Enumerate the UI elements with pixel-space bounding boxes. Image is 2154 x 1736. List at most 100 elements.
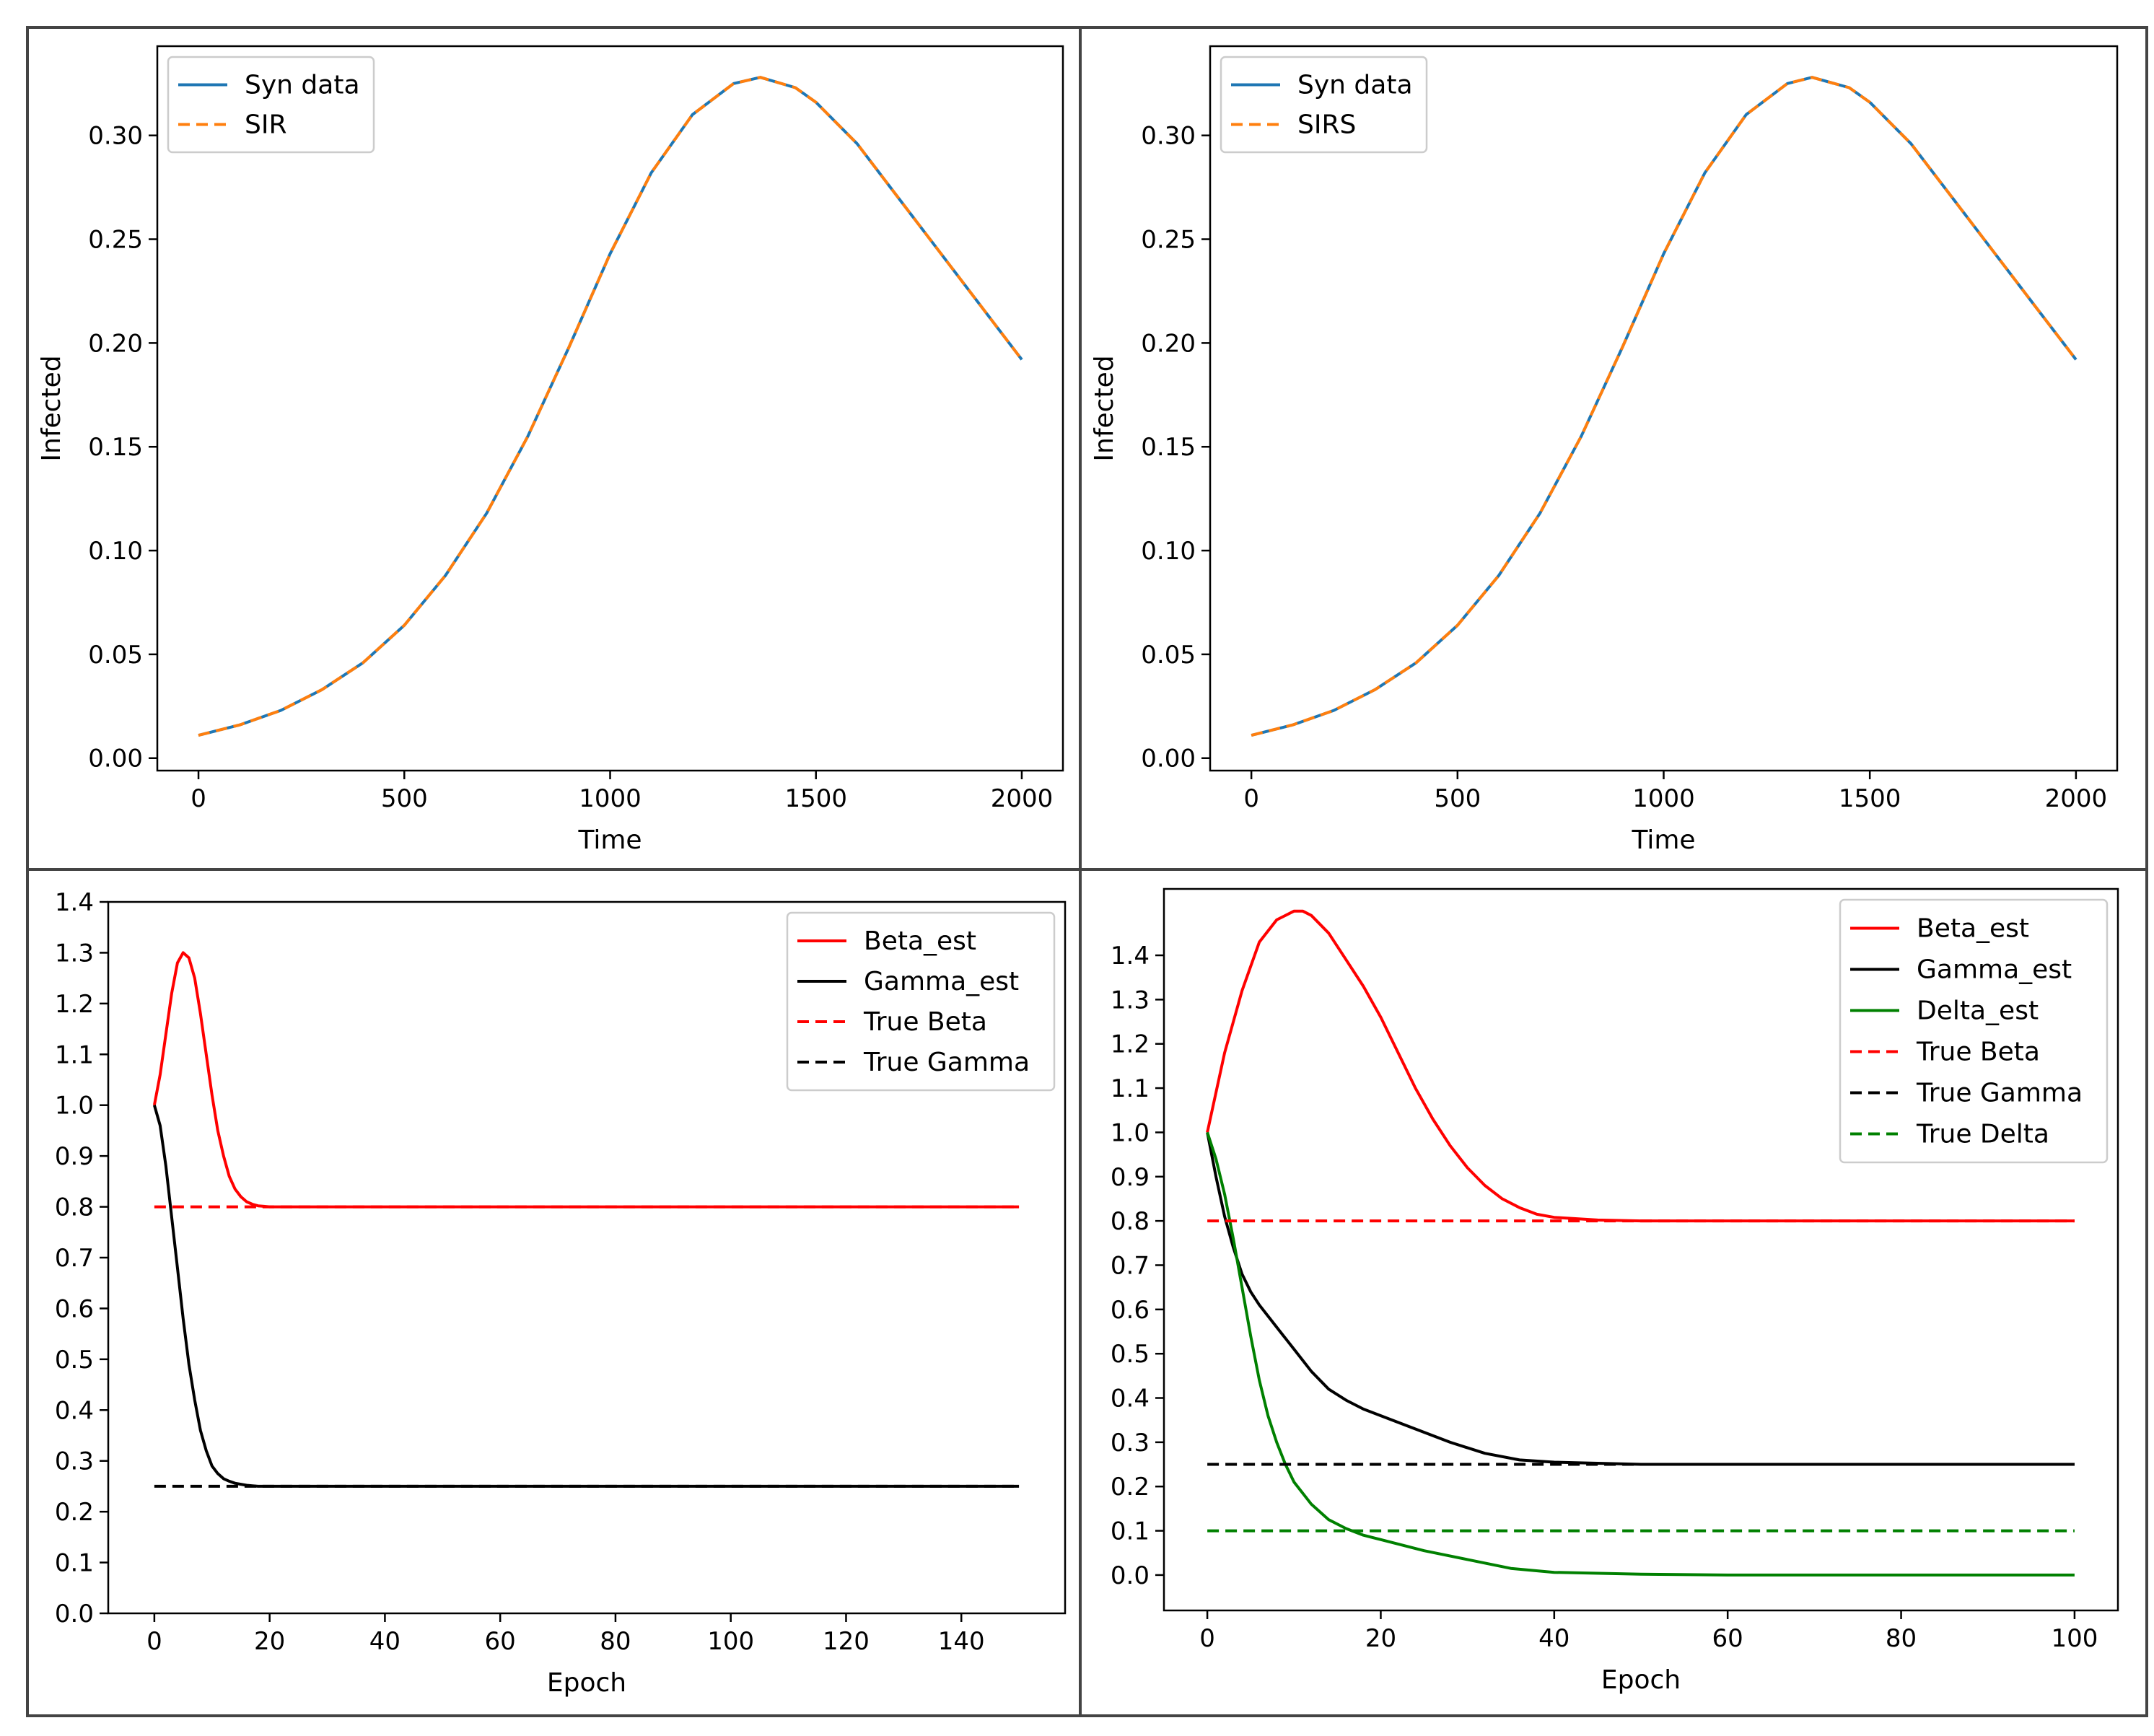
x-tick-label: 0 (146, 1627, 162, 1656)
y-tick-label: 1.0 (55, 1092, 94, 1121)
y-tick-label: 0.10 (1141, 537, 1196, 566)
y-tick-label: 0.7 (55, 1244, 94, 1273)
y-tick-label: 1.3 (55, 939, 94, 968)
series-group (1206, 909, 2075, 1577)
y-tick-label: 0.25 (88, 226, 143, 255)
legend-box (786, 911, 1056, 1092)
legend: Syn data SIRS (1220, 56, 1428, 154)
series-group (152, 951, 1020, 1488)
x-tick-label: 100 (707, 1627, 754, 1656)
y-axis-label: Infected (37, 355, 66, 461)
chart-3: 0 20 40 60 80 100 120 140 0.0 0.1 0.2 0.3 0.4 0.5 0.6 0… (55, 888, 1067, 1698)
legend-label: Beta_est (864, 926, 976, 956)
y-tick-label: 0.3 (1111, 1429, 1150, 1457)
series-line-sir (198, 76, 1023, 737)
x-tick-label: 40 (369, 1627, 400, 1656)
legend-label: Syn data (245, 71, 360, 100)
x-tick-label: 60 (1712, 1624, 1743, 1653)
y-tick-label: 0.9 (1111, 1163, 1150, 1192)
legend-label: Delta_est (1917, 996, 2039, 1026)
y-tick-label: 0.30 (88, 122, 143, 151)
legend: Syn data SIR (167, 56, 375, 154)
x-tick-label: 2000 (991, 784, 1054, 813)
y-tick-label: 0.15 (88, 433, 143, 462)
legend-box (1220, 56, 1428, 154)
series-line-gamma-est (152, 1105, 1020, 1488)
y-tick-label: 0.8 (1111, 1207, 1150, 1236)
x-tick-label: 2000 (2045, 784, 2108, 813)
legend: Beta_est Gamma_est True Beta True Gamma (786, 911, 1056, 1092)
x-tick-label: 140 (938, 1627, 985, 1656)
chart-4: 0 20 40 60 80 100 0.0 0.1 0.2 0.3 0.4 0.5 0.6 0.7 0.8 0… (1111, 887, 2119, 1695)
y-tick-label: 0.20 (1141, 329, 1196, 358)
legend-label: True Beta (1916, 1038, 2040, 1067)
y-tick-label: 0.6 (55, 1294, 94, 1323)
y-tick-label: 1.0 (1111, 1118, 1150, 1147)
series-line-delta-est (1206, 1131, 2075, 1577)
x-tick-label: 1500 (784, 784, 847, 813)
y-tick-label: 1.1 (1111, 1074, 1150, 1103)
y-tick-label: 1.2 (55, 990, 94, 1019)
legend-label: True Gamma (863, 1048, 1030, 1077)
x-axis-label: Time (1631, 825, 1695, 855)
x-tick-label: 1000 (1632, 784, 1695, 813)
y-tick-label: 0.1 (1111, 1517, 1150, 1546)
x-tick-label: 0 (191, 784, 206, 813)
x-tick-label: 20 (1365, 1624, 1396, 1653)
legend-label: SIRS (1297, 110, 1356, 140)
series-line-syn-data (198, 76, 1023, 737)
y-tick-label: 0.4 (1111, 1385, 1150, 1413)
legend: Beta_est Gamma_est Delta_est True Beta True … (1839, 898, 2109, 1164)
legend-label: True Gamma (1916, 1079, 2083, 1108)
series-line-gamma-est (1206, 1132, 2075, 1466)
y-tick-label: 0.05 (88, 641, 143, 670)
y-tick-label: 0.9 (55, 1142, 94, 1171)
legend-box (1839, 898, 2109, 1164)
y-tick-label: 0.00 (88, 745, 143, 773)
x-axis-label: Time (577, 825, 642, 855)
x-tick-label: 500 (1434, 784, 1481, 813)
y-tick-label: 0.6 (1111, 1296, 1150, 1325)
plot-frame (1163, 887, 2119, 1612)
legend-label: Gamma_est (1917, 955, 2072, 985)
x-tick-label: 20 (254, 1627, 285, 1656)
y-tick-label: 0.4 (55, 1396, 94, 1425)
legend-label: True Beta (863, 1007, 987, 1037)
y-tick-label: 0.1 (55, 1549, 94, 1578)
legend-label: SIR (245, 110, 286, 140)
y-tick-label: 1.4 (55, 888, 94, 917)
y-tick-label: 0.20 (88, 329, 143, 358)
y-tick-label: 0.25 (1141, 226, 1196, 255)
x-tick-label: 1000 (579, 784, 642, 813)
y-tick-label: 0.15 (1141, 433, 1196, 462)
legend-label: True Delta (1916, 1120, 2049, 1149)
plot-frame (1209, 45, 2119, 772)
legend-label: Gamma_est (864, 967, 1019, 996)
series-line-syn-data (1251, 76, 2078, 737)
legend-label: Syn data (1297, 71, 1413, 100)
y-tick-label: 0.0 (1111, 1561, 1150, 1590)
y-tick-label: 0.5 (55, 1346, 94, 1375)
y-tick-label: 1.1 (55, 1040, 94, 1069)
series-line-sirs (1251, 76, 2078, 737)
y-tick-label: 1.3 (1111, 986, 1150, 1014)
x-axis-label: Epoch (1601, 1665, 1681, 1695)
y-tick-label: 0.2 (1111, 1473, 1150, 1502)
chart-1: 0 500 1000 1500 2000 0.00 0.05 0.10 0.15 0.20 0.25… (37, 45, 1064, 855)
x-tick-label: 60 (485, 1627, 516, 1656)
x-tick-label: 0 (1243, 784, 1259, 813)
y-tick-label: 0.5 (1111, 1340, 1150, 1369)
y-tick-label: 1.4 (1111, 942, 1150, 970)
x-axis-label: Epoch (547, 1668, 626, 1698)
x-tick-label: 100 (2051, 1624, 2098, 1653)
plot-frame (156, 45, 1064, 772)
y-axis-label: Infected (1090, 355, 1119, 461)
y-tick-label: 0.30 (1141, 122, 1196, 151)
chart-2: 0 500 1000 1500 2000 0.00 0.05 0.10 0.15 0.20 0.25… (1090, 45, 2119, 855)
x-tick-label: 80 (600, 1627, 631, 1656)
x-tick-label: 40 (1538, 1624, 1569, 1653)
x-tick-label: 0 (1199, 1624, 1215, 1653)
y-tick-label: 1.2 (1111, 1030, 1150, 1059)
y-tick-label: 0.05 (1141, 641, 1196, 670)
